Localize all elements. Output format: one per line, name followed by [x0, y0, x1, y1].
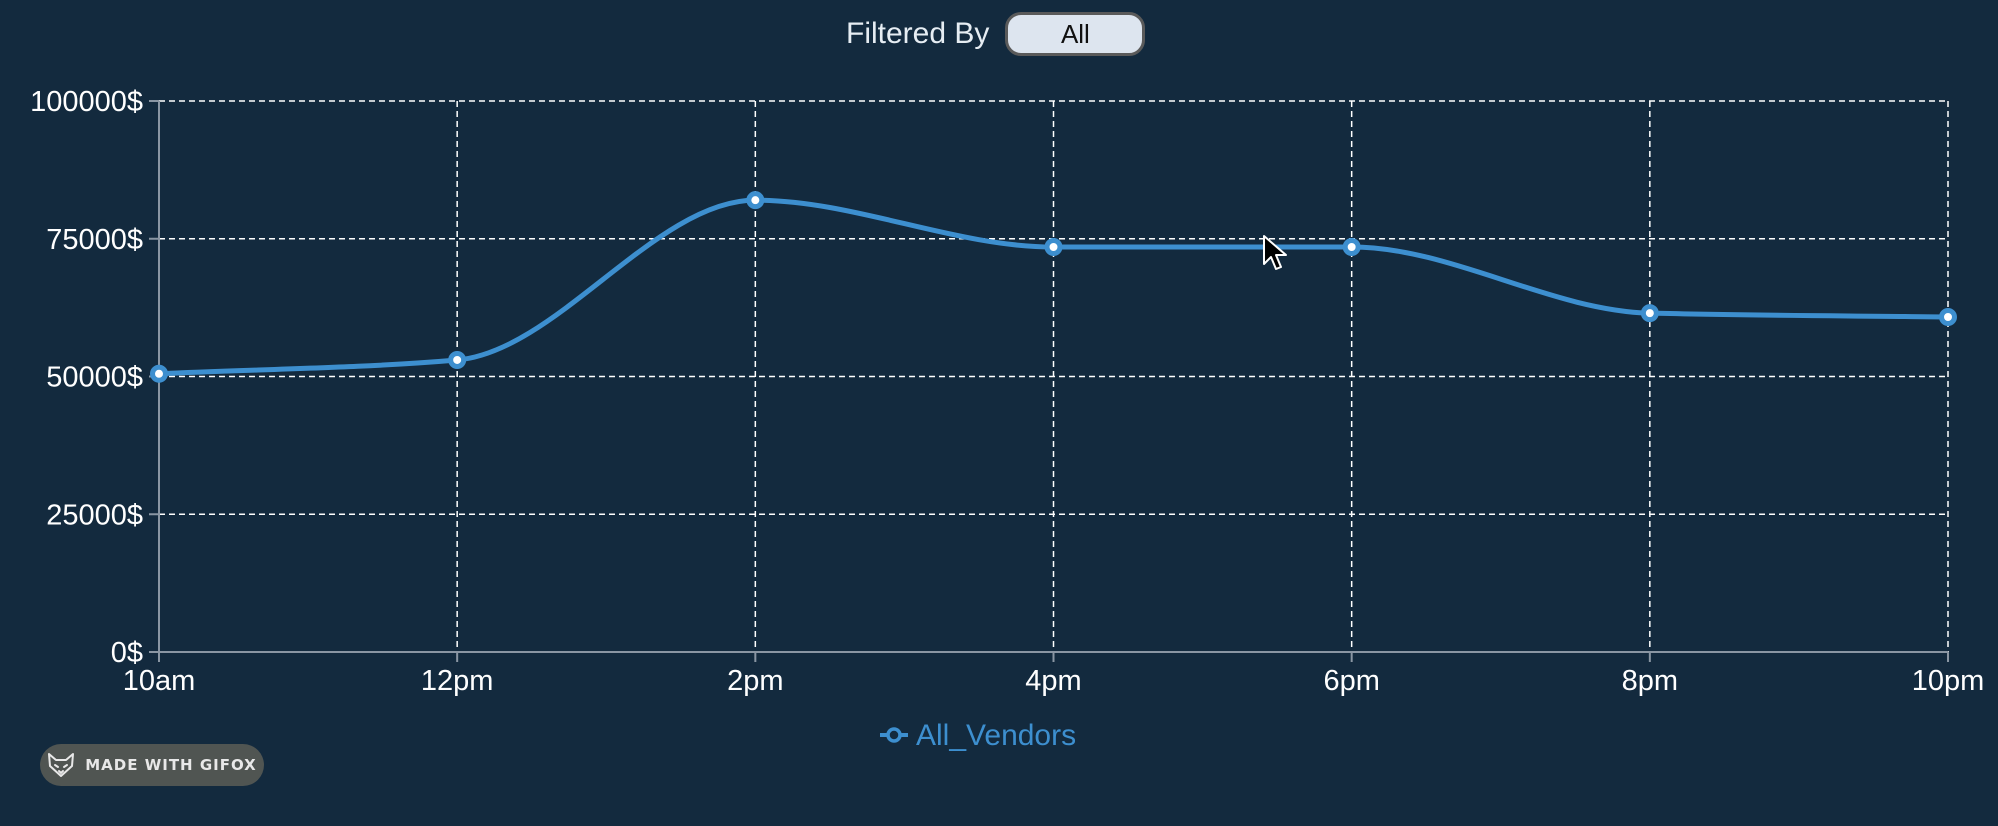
legend[interactable]: All_Vendors — [880, 719, 1076, 752]
data-point[interactable] — [1939, 307, 1957, 326]
data-point[interactable] — [448, 350, 467, 369]
y-tick-label: 50000$ — [46, 362, 143, 394]
gifox-badge-text: MADE WITH GIFOX — [85, 756, 257, 774]
data-point[interactable] — [150, 364, 168, 383]
fox-icon — [48, 753, 75, 777]
filter-selected-value: All — [1060, 18, 1090, 49]
gifox-badge[interactable]: MADE WITH GIFOX — [40, 744, 264, 786]
filter-bar: Filtered By All — [846, 12, 1146, 56]
legend-label: All_Vendors — [916, 719, 1076, 752]
x-tick-label: 4pm — [1025, 665, 1081, 697]
grid-lines — [159, 100, 1949, 652]
axes: 0$ 25000$ 50000$ 75000$ 100000$ 10am 12pm 2pm 4p… — [30, 86, 1984, 697]
data-point[interactable] — [1044, 238, 1063, 257]
y-tick-label: 0$ — [111, 637, 143, 669]
x-tick-label: 6pm — [1323, 665, 1379, 697]
x-tick-label: 10pm — [1912, 665, 1985, 697]
x-tick-label: 8pm — [1622, 665, 1678, 697]
filter-select[interactable]: All — [1005, 12, 1146, 56]
line-chart: 0$ 25000$ 50000$ 75000$ 100000$ 10am 12pm 2pm 4p… — [30, 86, 1984, 752]
data-point[interactable] — [1640, 304, 1659, 323]
legend-marker-icon — [886, 727, 902, 743]
mouse-cursor-icon — [1263, 235, 1287, 270]
y-tick-label: 25000$ — [46, 499, 143, 531]
y-tick-label: 100000$ — [30, 86, 143, 118]
x-tick-label: 12pm — [421, 665, 494, 697]
data-point[interactable] — [1342, 238, 1361, 257]
x-tick-label: 10am — [123, 665, 196, 697]
x-tick-label: 2pm — [727, 665, 783, 697]
y-tick-label: 75000$ — [46, 224, 143, 256]
series-layer — [150, 191, 1957, 383]
filter-label: Filtered By — [846, 17, 990, 50]
data-point[interactable] — [746, 191, 765, 210]
